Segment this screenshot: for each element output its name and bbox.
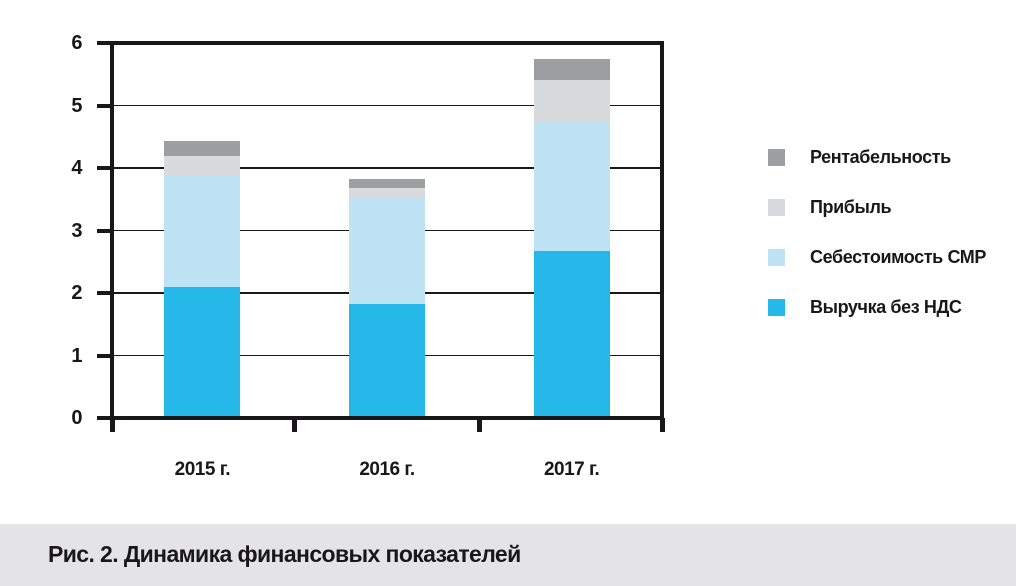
bar-segment [164, 140, 241, 156]
bar-segment [349, 179, 425, 188]
y-axis-tick [97, 416, 110, 420]
bar-segment [164, 286, 241, 418]
legend-item: Себестоимость СМР [768, 247, 986, 267]
gridline-y5 [110, 104, 664, 107]
y-axis-label: 3 [71, 219, 82, 242]
legend-label: Себестоимость СМР [810, 246, 987, 267]
bar-segment [164, 155, 241, 176]
bar-segment [349, 188, 425, 198]
legend-item: Выручка без НДС [768, 297, 962, 317]
legend-swatch [768, 248, 785, 266]
legend-swatch [768, 198, 785, 216]
y-axis-tick [97, 41, 110, 45]
y-axis-tick [97, 228, 110, 233]
y-axis-label: 6 [71, 32, 82, 54]
x-axis-tick [476, 418, 482, 432]
legend-swatch [768, 148, 785, 166]
bar-segment [533, 79, 610, 122]
y-axis-label: 5 [71, 94, 82, 117]
legend-label: Выручка без НДС [810, 296, 962, 317]
gridline-y4 [110, 167, 664, 169]
bar-segment [533, 59, 610, 80]
legend-item: Рентабельность [768, 147, 951, 167]
legend-label: Рентабельность [810, 146, 951, 167]
y-axis-label: 4 [71, 157, 82, 179]
x-axis-tick [292, 418, 298, 432]
y-axis-label: 1 [71, 344, 82, 367]
bar-segment [164, 175, 241, 287]
legend-label: Прибыль [810, 196, 892, 217]
x-axis-tick [659, 418, 665, 432]
x-axis-tick [109, 418, 115, 432]
legend-item: Прибыль [768, 196, 892, 217]
y-axis-tick [97, 103, 110, 108]
bar-segment [533, 250, 610, 418]
x-axis-label: 2017 г. [543, 459, 600, 480]
bar-segment [349, 304, 425, 418]
bar-segment [533, 121, 610, 251]
y-axis-tick [97, 166, 110, 170]
y-axis-tick [97, 291, 110, 295]
x-axis-label: 2015 г. [174, 459, 231, 480]
legend-swatch [768, 298, 785, 316]
figure-caption: Рис. 2. Динамика финансовых показателей [48, 540, 521, 567]
plot-frame [110, 41, 664, 420]
x-axis-label: 2016 г. [359, 459, 415, 480]
chart-legend: Рентабельность Прибыль Себестоимость СМР Вы… [768, 0, 1016, 400]
caption-band: Рис. 2. Динамика финансовых показателей [0, 524, 1016, 586]
y-axis-tick [97, 353, 110, 358]
bar-segment [349, 197, 425, 305]
y-axis-label: 0 [71, 407, 82, 429]
stacked-bar-chart: 0 1 2 3 4 5 6 2015 г. 2016 г. 2017 г. [71, 32, 665, 480]
y-axis-label: 2 [71, 282, 82, 304]
